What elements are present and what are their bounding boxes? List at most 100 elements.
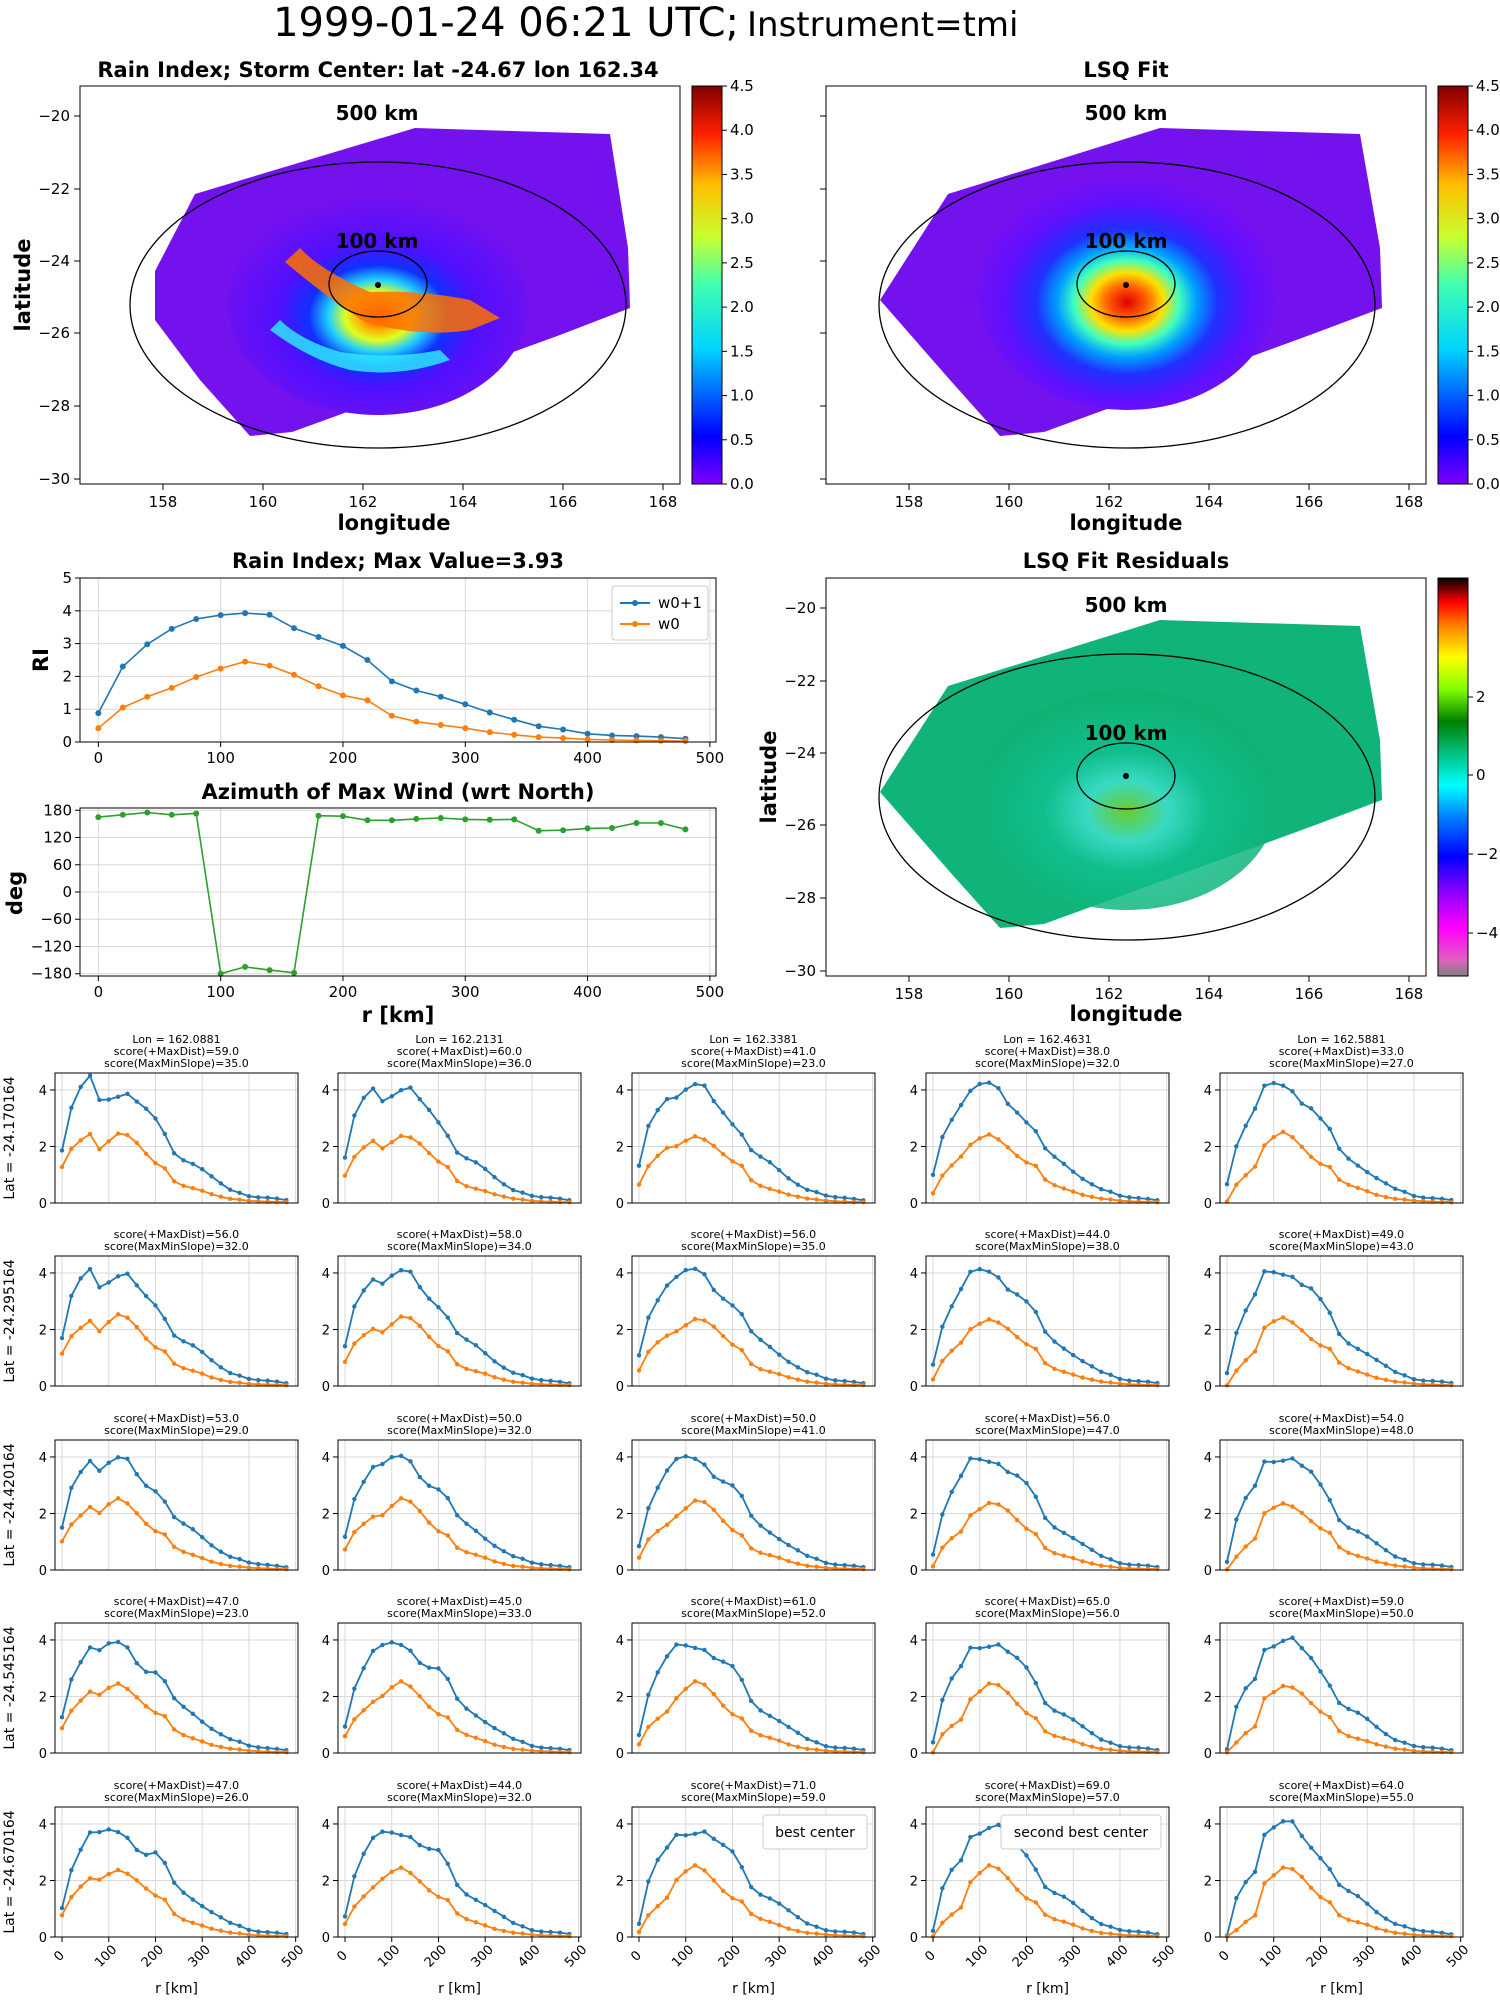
data-point [1318, 1482, 1323, 1487]
data-point [426, 1520, 432, 1525]
data-point [1089, 1547, 1095, 1553]
data-point [408, 1459, 413, 1464]
data-point [398, 1314, 404, 1319]
data-point [1033, 1716, 1039, 1721]
data-point [69, 1334, 74, 1339]
data-point [1252, 1483, 1258, 1488]
data-point [767, 1186, 773, 1192]
data-point [171, 1361, 177, 1366]
data-point [1099, 1187, 1104, 1192]
x-tick-label: 500 [562, 1942, 590, 1970]
data-point [1411, 1381, 1417, 1386]
data-point [1421, 1566, 1426, 1571]
y-tick-label: −22 [784, 672, 816, 690]
data-point [958, 1905, 964, 1910]
data-point [1224, 1750, 1230, 1755]
data-point [1365, 1169, 1370, 1175]
data-point [209, 1543, 214, 1548]
axes-frame [337, 1072, 582, 1204]
data-point [777, 1352, 782, 1357]
resid-map-ticks: 158 160 162 164 166 168−20−22−24−26−28−30 [784, 599, 1423, 1003]
data-point [1308, 1106, 1314, 1111]
data-point [1024, 1665, 1029, 1670]
data-point [1024, 1342, 1029, 1347]
data-point [1089, 1744, 1095, 1749]
data-point [968, 1327, 973, 1332]
data-point [767, 1896, 773, 1901]
data-point [291, 671, 298, 678]
data-point [958, 1340, 964, 1345]
data-point [389, 1830, 394, 1835]
data-point [511, 731, 518, 738]
profile-panel: 024score(MaxMinSlope)=41.0score(+MaxDist… [616, 1412, 876, 1579]
data-point [1234, 1182, 1239, 1187]
x-tick-label: 160 [249, 493, 278, 511]
data-point [646, 1163, 651, 1169]
x-tick-label: 400 [232, 1942, 260, 1970]
data-point [483, 1738, 488, 1744]
data-point [218, 1561, 224, 1567]
data-point [246, 1194, 252, 1199]
cbar-tick-label: 0 [1476, 766, 1486, 784]
data-point [739, 1716, 745, 1721]
data-point [106, 1139, 111, 1144]
data-point [464, 1916, 469, 1922]
rain-ring-100 [328, 250, 428, 318]
data-point [940, 1545, 945, 1550]
data-point [256, 1745, 261, 1750]
data-point [193, 674, 200, 681]
data-point [786, 1908, 791, 1913]
data-point [940, 1512, 945, 1517]
data-point [655, 1298, 660, 1303]
data-point [748, 1728, 754, 1733]
data-point [69, 1522, 74, 1527]
data-point [1243, 1730, 1248, 1736]
data-point [115, 1829, 121, 1835]
data-point [702, 1272, 707, 1277]
data-point [636, 1732, 642, 1738]
data-point [1014, 1292, 1020, 1297]
grid-xlabel: r [km] [732, 1981, 775, 1997]
data-point [730, 1122, 735, 1127]
score-maxdist: score(+MaxDist)=33.0 [1279, 1045, 1404, 1058]
data-point [664, 1522, 670, 1527]
x-tick-label: 500 [1444, 1942, 1472, 1970]
data-point [115, 1131, 121, 1136]
data-point [87, 1645, 93, 1650]
data-point [1402, 1747, 1407, 1752]
data-point [1252, 1676, 1258, 1682]
data-point [584, 730, 591, 737]
data-point [1439, 1746, 1445, 1751]
data-point [1080, 1559, 1085, 1564]
data-point [464, 1521, 469, 1526]
data-point [861, 1749, 866, 1755]
data-point [454, 1178, 460, 1184]
data-point [217, 970, 224, 977]
data-point [78, 1138, 83, 1143]
data-point [284, 1749, 289, 1755]
data-point [209, 1174, 214, 1179]
data-point [1346, 1365, 1351, 1371]
data-point [69, 1293, 74, 1299]
axes-frame [79, 577, 717, 743]
data-point [87, 1876, 93, 1881]
data-point [1449, 1199, 1454, 1205]
data-point [246, 1381, 252, 1386]
data-point [958, 1154, 964, 1159]
y-tick-label: 180 [43, 801, 72, 819]
data-point [190, 1920, 196, 1926]
data-point [1383, 1731, 1389, 1737]
data-point [106, 1460, 111, 1466]
data-point [454, 1727, 460, 1733]
data-point [171, 1179, 177, 1184]
data-point [153, 1116, 158, 1121]
data-point [134, 1283, 139, 1288]
w0p1-line [61, 1456, 287, 1569]
data-point [492, 1359, 497, 1364]
data-point [97, 1510, 102, 1516]
data-point [1449, 1566, 1454, 1572]
data-point [539, 1566, 544, 1571]
data-point [59, 1164, 65, 1170]
data-point [930, 1750, 936, 1755]
data-point [758, 1550, 763, 1556]
